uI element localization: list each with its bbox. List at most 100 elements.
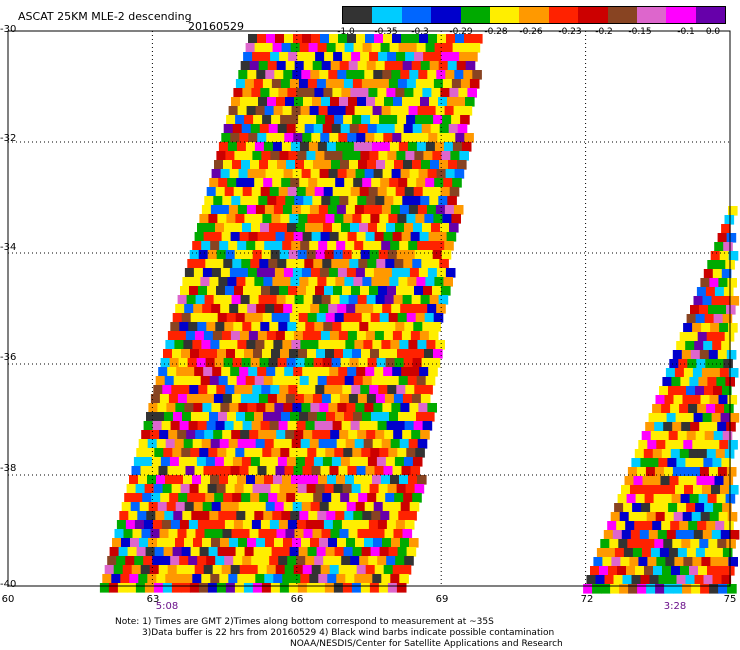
swath-cell: [385, 457, 396, 467]
swath-cell: [694, 575, 705, 585]
swath-cell: [691, 395, 702, 405]
colorbar-segment: [489, 7, 520, 23]
swath-cell: [390, 439, 401, 449]
swath-cell: [372, 475, 382, 485]
swath-cell: [434, 142, 445, 152]
swath-cell: [187, 493, 197, 503]
swath-cell: [683, 368, 694, 378]
swath-cell: [285, 295, 296, 305]
swath-cell: [114, 529, 125, 539]
swath-cell: [281, 43, 292, 53]
swath-cell: [250, 160, 260, 170]
swath-cell: [659, 503, 669, 513]
swath-cell: [714, 359, 724, 369]
swath-cell: [250, 358, 261, 368]
swath-cell: [361, 214, 371, 224]
swath-cell: [293, 331, 304, 341]
swath-cell: [716, 260, 726, 270]
swath-cell: [688, 332, 699, 342]
swath-cell: [666, 485, 676, 495]
swath-cell: [374, 367, 384, 377]
swath-cell: [219, 205, 230, 215]
swath-cell: [192, 241, 202, 251]
swath-cell: [219, 241, 229, 251]
swath-cell: [142, 457, 153, 467]
swath-cell: [394, 493, 404, 503]
swath-cell: [431, 322, 441, 332]
swath-cell: [686, 386, 696, 396]
swath-cell: [681, 467, 692, 477]
swath-cell: [686, 503, 696, 513]
swath-cell: [352, 547, 363, 557]
swath-cell: [200, 412, 210, 422]
swath-cell: [174, 574, 184, 584]
swath-cell: [221, 565, 232, 575]
swath-cell: [357, 394, 368, 404]
swath-cell: [245, 142, 256, 152]
swath-cell: [721, 341, 731, 351]
swath-cell: [346, 304, 356, 314]
swath-cell: [150, 529, 161, 539]
swath-cell: [647, 557, 657, 567]
swath-cell: [396, 151, 406, 161]
swath-cell: [332, 421, 343, 431]
swath-cell: [632, 503, 642, 513]
swath-cell: [240, 295, 251, 305]
swath-cell: [631, 575, 642, 585]
swath-cell: [304, 493, 314, 503]
swath-cell: [395, 187, 406, 197]
swath-cell: [249, 394, 260, 404]
swath-cell: [317, 376, 328, 386]
swath-cell: [436, 268, 447, 278]
swath-cell: [211, 403, 221, 413]
swath-cell: [171, 484, 182, 494]
swath-cell: [348, 295, 359, 305]
swath-cell: [409, 502, 420, 512]
swath-cell: [397, 115, 407, 125]
swath-cell: [174, 475, 184, 485]
swath-cell: [302, 232, 313, 242]
swath-cell: [314, 556, 324, 566]
swath-cell: [404, 88, 414, 98]
swath-cell: [270, 151, 280, 161]
swath-cell: [407, 178, 417, 188]
swath-cell: [267, 97, 277, 107]
swath-cell: [289, 448, 299, 458]
swath-cell: [369, 52, 379, 62]
swath-cell: [193, 538, 203, 548]
swath-cell: [715, 404, 725, 414]
swath-cell: [612, 530, 623, 540]
swath-cell: [383, 565, 394, 575]
swath-cell: [230, 565, 241, 575]
swath-cell: [269, 556, 279, 566]
swath-cell: [242, 556, 252, 566]
swath-cell: [399, 205, 410, 215]
swath-cell: [155, 412, 165, 422]
colorbar-tick-label: -1.0: [337, 27, 355, 37]
swath-cell: [290, 43, 301, 53]
swath-cell: [369, 385, 379, 395]
swath-cell: [229, 538, 239, 548]
swath-cell: [701, 368, 712, 378]
swath-cell: [134, 556, 144, 566]
swath-cell: [428, 34, 438, 44]
swath-cell: [439, 160, 449, 170]
swath-cell: [237, 574, 247, 584]
swath-cell: [397, 313, 408, 323]
swath-cell: [225, 286, 235, 296]
swath-cell: [171, 583, 182, 593]
swath-cell: [239, 565, 250, 575]
swath-cell: [428, 232, 439, 242]
swath-cell: [321, 61, 332, 71]
swath-cell: [451, 115, 461, 125]
swath-cell: [286, 124, 297, 134]
swath-cell: [367, 124, 378, 134]
swath-cell: [627, 467, 638, 477]
swath-cell: [247, 304, 257, 314]
lat-label: -30: [0, 24, 17, 35]
swath-cell: [279, 385, 289, 395]
swath-cell: [289, 214, 299, 224]
swath-cell: [366, 529, 377, 539]
swath-cell: [708, 539, 718, 549]
swath-cell: [377, 88, 387, 98]
